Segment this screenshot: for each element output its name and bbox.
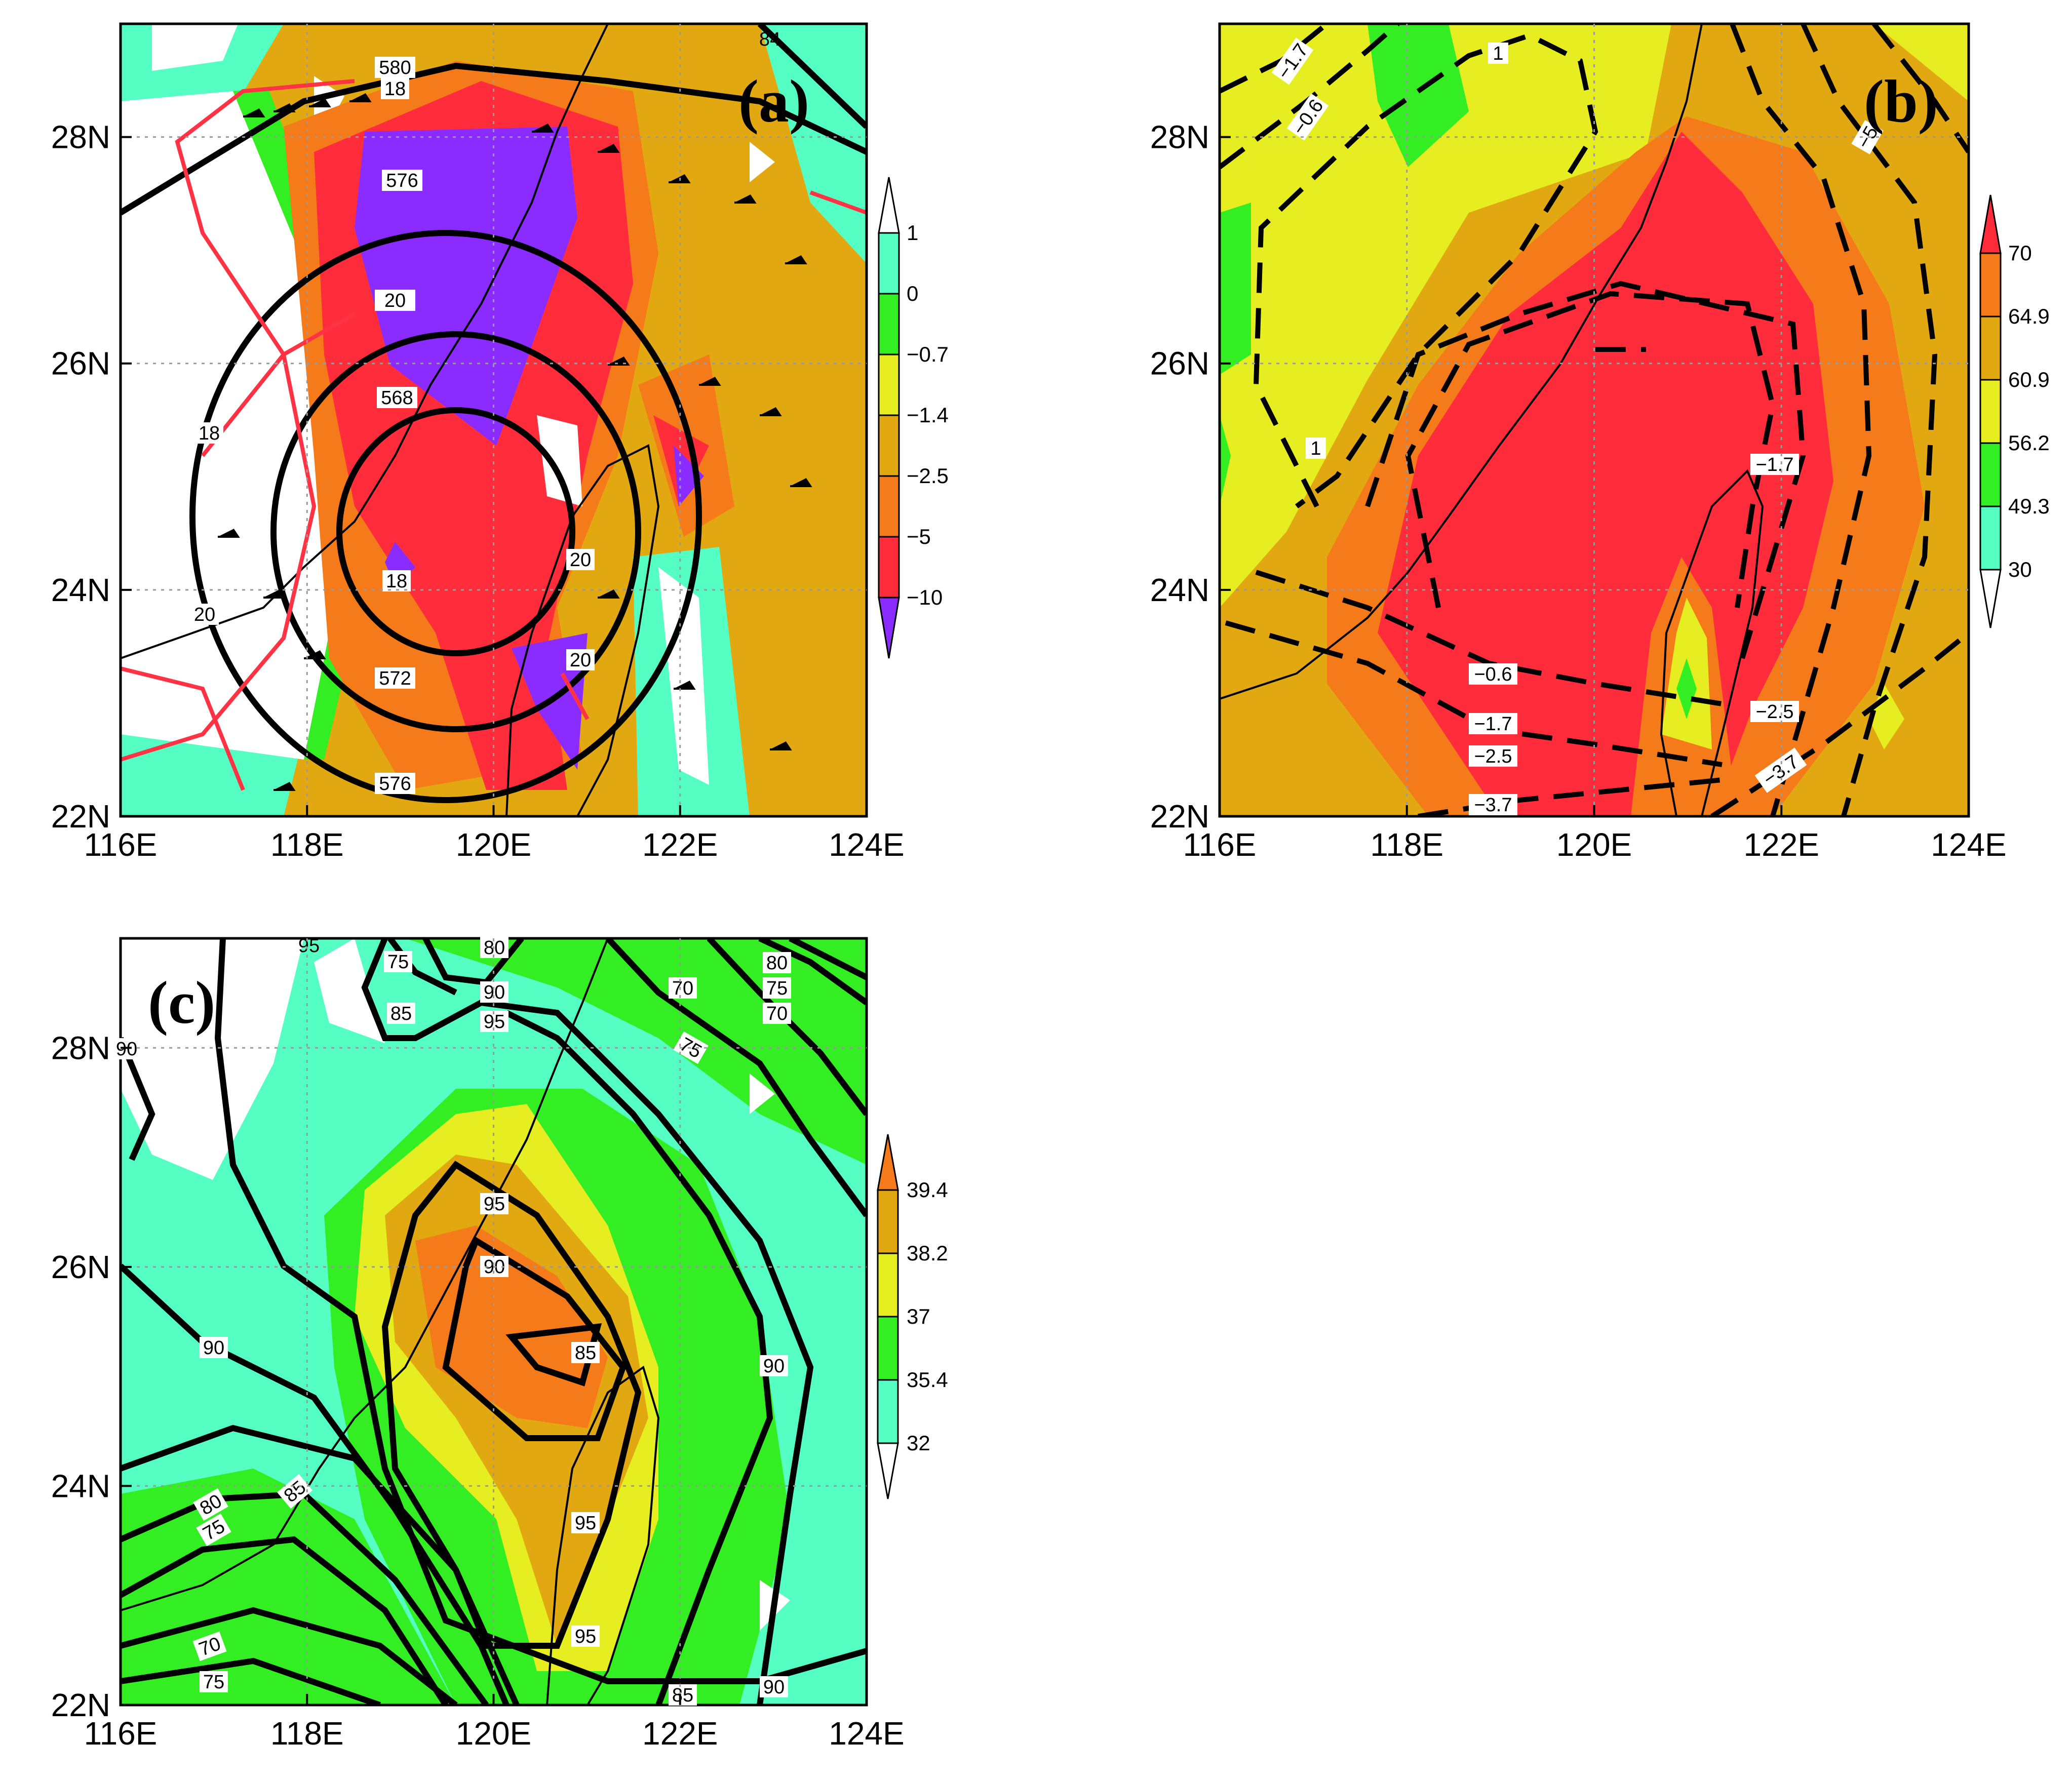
contour-label: −1.7: [1755, 454, 1793, 476]
contour-label: 576: [386, 170, 418, 191]
x-tick-label: 124E: [829, 826, 904, 863]
axes-layer: 116E 118E 120E 122E 124E 22N 24N 26N 28N 116E 118E…: [51, 24, 2007, 1752]
contour-label: 70: [766, 1003, 788, 1024]
colorbar-tick: 0: [907, 282, 918, 305]
colorbar-tick: −0.7: [907, 342, 949, 366]
y-tick-label: 28N: [1150, 119, 1209, 155]
x-tick-label: 116E: [1183, 826, 1257, 863]
contour-label: 85: [672, 1685, 693, 1706]
y-tick-label: 22N: [51, 798, 110, 835]
x-tick-label: 120E: [456, 1715, 531, 1752]
contour-label: 568: [381, 387, 413, 409]
y-tick-label: 26N: [51, 345, 110, 382]
x-tick-label: 122E: [642, 826, 718, 863]
colorbar-tick: 30: [2008, 558, 2032, 581]
panel-c: 95 75 80 85 90 95 70 80 75 70 75 90 95: [116, 935, 948, 1707]
panel-label: (c): [148, 969, 215, 1036]
panel-label: (b): [1864, 67, 1938, 135]
colorbar-tick: −1.4: [907, 403, 949, 427]
contour-label: −1.7: [1474, 714, 1512, 735]
contour-label: 95: [575, 1513, 596, 1534]
colorbar-tick: 49.3: [2008, 494, 2050, 518]
panel-b-contour-labels: 1 −1.7 −0.6 −5 1 −1.7 −0.6 −1.7 −2.5 −2.…: [1271, 37, 1884, 816]
colorbar-tick: −10: [907, 585, 943, 609]
x-tick-label: 124E: [829, 1715, 904, 1752]
contour-label: 70: [672, 978, 693, 999]
contour-label: −0.6: [1474, 664, 1512, 685]
contour-label: 75: [766, 978, 788, 999]
contour-label: 90: [763, 1677, 785, 1698]
x-tick-label: 118E: [270, 1715, 344, 1752]
contour-label: 75: [203, 1672, 224, 1693]
contour-label: 80: [766, 953, 788, 974]
y-tick-label: 28N: [51, 119, 110, 155]
panel-c-contour-labels: 95 75 80 85 90 95 70 80 75 70 75 90 95: [116, 935, 791, 1706]
colorbar-tick: 32: [907, 1431, 930, 1455]
contour-label: 90: [203, 1337, 224, 1359]
x-tick-label: 122E: [642, 1715, 718, 1752]
x-tick-label: 116E: [84, 1715, 158, 1752]
panel-a: 580 18 576 20 568 18 20 20 18 572 576 20…: [119, 22, 949, 818]
contour-label: 85: [575, 1342, 596, 1364]
contour-label: 1: [1493, 43, 1503, 64]
colorbar-tick: 39.4: [907, 1178, 948, 1202]
contour-label: 90: [763, 1356, 785, 1377]
y-tick-label: 24N: [51, 572, 110, 608]
contour-label: 18: [199, 423, 220, 444]
x-tick-label: 116E: [84, 826, 158, 863]
contour-label: −2.5: [1474, 746, 1512, 767]
contour-label: 18: [386, 571, 407, 592]
contour-label: 20: [570, 549, 591, 571]
y-tick-label: 28N: [51, 1029, 110, 1066]
contour-label: 90: [484, 982, 505, 1003]
x-tick-label: 120E: [1556, 826, 1632, 863]
panel-a-contour-labels: 580 18 576 20 568 18 20 20 18 572 576 20…: [190, 29, 780, 795]
x-tick-label: 118E: [1370, 826, 1443, 863]
colorbar-tick: 37: [907, 1304, 930, 1328]
colorbar-tick: 1: [907, 221, 918, 245]
panel-label: (a): [738, 67, 809, 135]
x-tick-label: 122E: [1744, 826, 1819, 863]
y-tick-label: 26N: [51, 1249, 110, 1285]
contour-label: 572: [379, 668, 411, 689]
colorbar-tick: −5: [907, 525, 931, 548]
colorbar-tick: 64.9: [2008, 304, 2050, 328]
contour-label: 576: [379, 773, 411, 795]
contour-label: 20: [570, 650, 591, 671]
y-tick-label: 22N: [51, 1687, 110, 1723]
y-tick-label: 24N: [1150, 572, 1209, 608]
contour-label: 90: [116, 1039, 137, 1060]
contour-label: 95: [484, 1194, 505, 1215]
contour-label: 85: [390, 1003, 412, 1024]
colorbar-tick: 60.9: [2008, 368, 2050, 391]
x-tick-label: 118E: [270, 826, 344, 863]
contour-label: 580: [379, 57, 411, 78]
y-tick-label: 24N: [51, 1468, 110, 1504]
x-tick-label: 124E: [1931, 826, 2006, 863]
colorbar-tick: 35.4: [907, 1368, 948, 1392]
contour-label: 84: [759, 29, 780, 50]
contour-label: 20: [194, 604, 215, 625]
colorbar-tick: 70: [2008, 241, 2032, 265]
contour-label: 20: [384, 290, 406, 311]
colorbar-b: 70 64.9 60.9 56.2 49.3 30: [1979, 194, 2050, 628]
contour-label: 1: [1310, 438, 1321, 459]
y-tick-label: 26N: [1150, 345, 1209, 382]
panel-b: 1 −1.7 −0.6 −5 1 −1.7 −0.6 −1.7 −2.5 −2.…: [1218, 22, 2050, 818]
contour-label: −3.7: [1474, 795, 1512, 816]
y-tick-label: 22N: [1150, 798, 1209, 835]
colorbar-tick: 56.2: [2008, 431, 2050, 455]
colorbar-c: 39.4 38.2 37 35.4 32: [877, 1134, 948, 1499]
contour-label: 95: [298, 935, 320, 957]
colorbar-tick: 38.2: [907, 1241, 948, 1265]
colorbar-tick: −2.5: [907, 464, 949, 488]
contour-label: −2.5: [1755, 701, 1793, 723]
x-tick-label: 120E: [456, 826, 531, 863]
contour-label: 95: [575, 1626, 596, 1647]
contour-label: 75: [387, 952, 409, 973]
colorbar-a: 1 0 −0.7 −1.4 −2.5 −5 −10: [878, 177, 949, 659]
contour-label: 18: [384, 78, 406, 100]
